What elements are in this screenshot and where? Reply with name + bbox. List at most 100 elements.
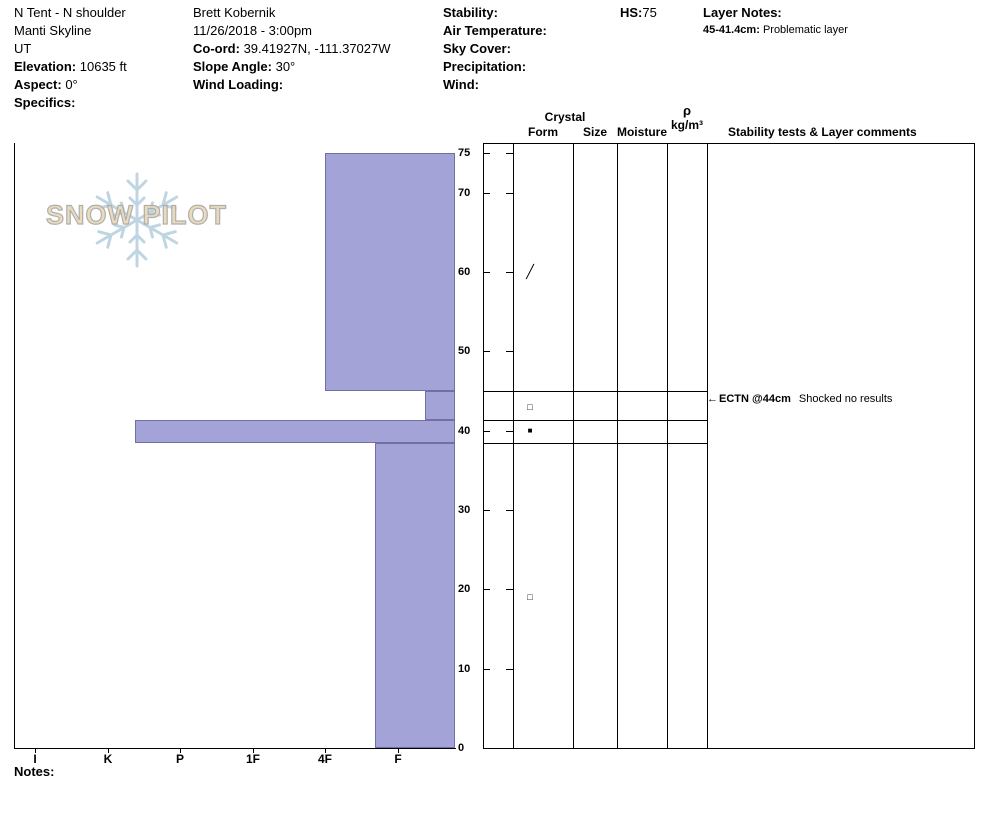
layer-notes-block: Layer Notes: 45-41.4cm: Problematic laye… (703, 4, 848, 38)
depth-column-divider (513, 143, 514, 748)
layer-boundary-line (483, 391, 707, 392)
comments-header: Stability tests & Layer comments (728, 125, 917, 139)
grain-form-symbol: □ (527, 592, 533, 602)
depth-tick (506, 669, 513, 670)
depth-tick (483, 589, 490, 590)
snowflake-icon (95, 172, 179, 268)
coord-value: 39.41927N, -111.37027W (243, 41, 391, 56)
aspect-value: 0° (65, 77, 78, 92)
table-bottom-border (483, 748, 975, 749)
slope-angle-value: 30° (275, 59, 296, 74)
coord-label: Co-ord: (193, 41, 240, 56)
state-name: UT (14, 41, 32, 56)
grain-form-symbol: □ (527, 402, 533, 412)
layer-boundary-line (483, 420, 707, 421)
sky-cover-label: Sky Cover: (443, 41, 511, 56)
depth-axis-label: 30 (458, 504, 471, 516)
snowpilot-watermark: SNOW PILOT (40, 165, 280, 280)
hardness-tick (180, 748, 181, 753)
slope-angle-label: Slope Angle: (193, 59, 272, 74)
hs-block: HS:75 (620, 4, 657, 22)
elevation-value: 10635 ft (79, 59, 127, 74)
depth-tick (483, 510, 490, 511)
density-comments-divider (707, 143, 708, 748)
grain-form-symbol: ■ (527, 426, 533, 435)
depth-tick (506, 589, 513, 590)
observation-datetime: 11/26/2018 - 3:00pm (193, 23, 313, 38)
notes-label: Notes: (14, 764, 55, 779)
wind-label: Wind: (443, 77, 479, 92)
observer-info-block: Brett Kobernik 11/26/2018 - 3:00pm Co-or… (193, 4, 391, 94)
hardness-bar (325, 153, 455, 391)
hardness-axis-label: P (175, 752, 184, 766)
depth-axis-label: 40 (458, 425, 471, 437)
density-symbol-header: ρ (682, 103, 692, 118)
depth-tick (483, 431, 490, 432)
table-right-border (974, 143, 975, 749)
depth-axis-label: 0 (458, 742, 465, 754)
air-temperature-label: Air Temperature: (443, 23, 547, 38)
hardness-tick (35, 748, 36, 753)
depth-tick (506, 510, 513, 511)
depth-axis-label: 75 (458, 147, 471, 159)
table-left-border (483, 143, 484, 749)
layer-notes-label: Layer Notes: (703, 5, 782, 20)
moisture-header: Moisture (616, 125, 667, 139)
depth-tick (506, 351, 513, 352)
size-moisture-divider (617, 143, 618, 748)
depth-tick (506, 193, 513, 194)
hardness-chart-bottom-axis (14, 748, 456, 749)
hardness-axis-label: K (103, 752, 113, 766)
hardness-bar (135, 420, 455, 443)
depth-axis-label: 20 (458, 583, 471, 595)
depth-tick (506, 431, 513, 432)
hs-label: HS: (620, 5, 643, 20)
hardness-bar (375, 443, 455, 748)
depth-axis-label: 10 (458, 663, 471, 675)
layer-boundary-line (483, 443, 707, 444)
table-top-border (483, 143, 975, 144)
layer-note-text: Problematic layer (762, 24, 848, 36)
site-info-block: N Tent - N shoulder Manti Skyline UT Ele… (14, 4, 127, 112)
depth-tick (483, 351, 490, 352)
depth-axis-label: 60 (458, 266, 471, 278)
hardness-tick (398, 748, 399, 753)
hardness-tick (253, 748, 254, 753)
hardness-axis-label: F (394, 752, 402, 766)
hardness-tick (325, 748, 326, 753)
arrow-left-icon: ← (707, 393, 718, 405)
grain-form-symbol: ╱ (526, 264, 534, 279)
hs-value: 75 (642, 5, 657, 20)
stability-test-annotation: ←ECTN @44cm Shocked no results (707, 392, 892, 406)
crystal-header: Crystal (544, 110, 586, 124)
depth-axis-label: 70 (458, 187, 471, 199)
depth-tick (506, 272, 513, 273)
depth-axis-label: 50 (458, 345, 471, 357)
wind-loading-label: Wind Loading: (193, 77, 284, 92)
depth-tick (483, 669, 490, 670)
conditions-block: Stability: Air Temperature: Sky Cover: P… (443, 4, 547, 94)
observer-name: Brett Kobernik (193, 5, 276, 20)
depth-tick (483, 272, 490, 273)
depth-tick (483, 193, 490, 194)
size-header: Size (582, 125, 607, 139)
hardness-axis-label: 1F (245, 752, 260, 766)
form-header: Form (528, 125, 558, 139)
elevation-label: Elevation: (14, 59, 77, 74)
hardness-bar (425, 391, 455, 420)
region-name: Manti Skyline (14, 23, 92, 38)
hardness-axis-label: I (33, 752, 37, 766)
precipitation-label: Precipitation: (443, 59, 527, 74)
test-name: ECTN @44cm (719, 393, 791, 405)
hardness-tick (108, 748, 109, 753)
specifics-label: Specifics: (14, 95, 76, 110)
pit-name: N Tent - N shoulder (14, 5, 126, 20)
hardness-chart-left-axis (14, 143, 15, 748)
depth-tick (483, 153, 490, 154)
stability-label: Stability: (443, 5, 498, 20)
layer-note-range: 45-41.4cm: (703, 24, 760, 36)
hardness-axis-label: 4F (317, 752, 332, 766)
depth-tick (506, 153, 513, 154)
